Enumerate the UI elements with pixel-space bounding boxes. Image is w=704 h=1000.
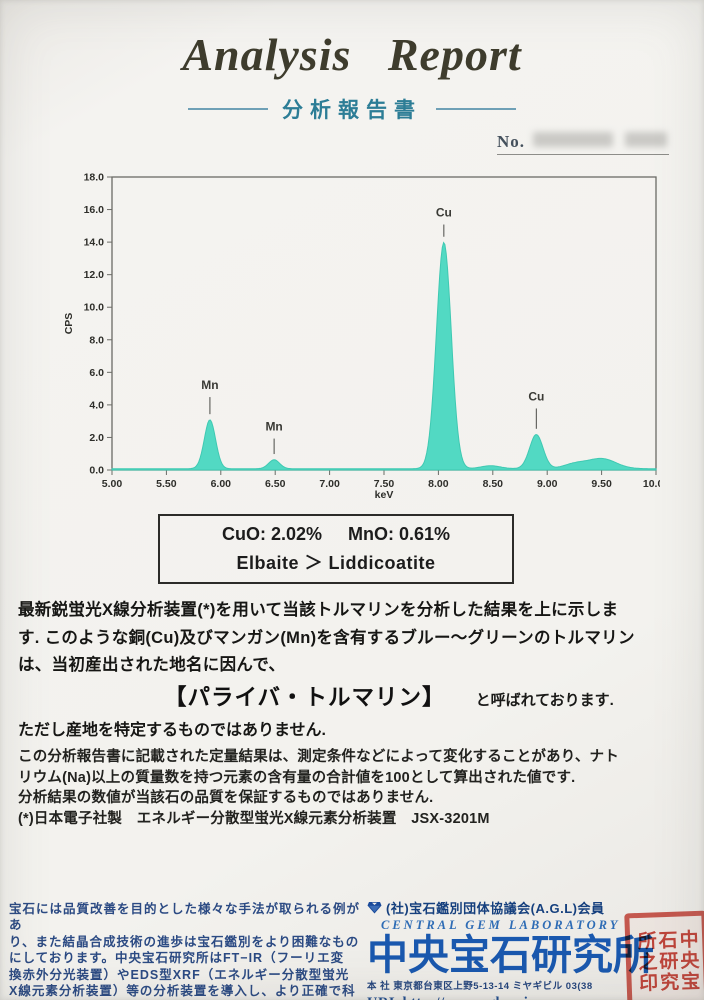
svg-text:10.00: 10.00 bbox=[643, 478, 660, 490]
svg-text:4.0: 4.0 bbox=[89, 399, 104, 411]
measurement-disclaimer: この分析報告書に記載された定量結果は、測定条件などによって変化することがあり、ナ… bbox=[18, 747, 694, 829]
svg-text:6.00: 6.00 bbox=[211, 478, 232, 490]
description-line: は、当初産出された地名に因んで、 bbox=[18, 656, 286, 674]
paraiba-name-suffix: と呼ばれております. bbox=[475, 692, 614, 709]
report-number-label: No. bbox=[497, 132, 526, 151]
paraiba-tourmaline-name: 【パライバ・トルマリン】 bbox=[164, 685, 446, 710]
species-value: Elbaite ＞ Liddicoatite bbox=[236, 552, 436, 573]
svg-text:Cu: Cu bbox=[528, 389, 544, 403]
svg-text:CPS: CPS bbox=[63, 313, 75, 335]
description-line: す. このような銅(Cu)及びマンガン(Mn)を含有するブルー〜グリーンのトルマ… bbox=[18, 628, 635, 647]
origin-disclaimer: ただし産地を特定するものではありません. bbox=[18, 722, 326, 739]
page-title: Analysis Report bbox=[182, 29, 522, 80]
statement-line: にしております。中央宝石研究所はFT−IR（フーリエ変 bbox=[9, 951, 345, 966]
laboratory-name-logo: 中央宝石研究所 bbox=[367, 932, 654, 978]
mno-value: MnO: 0.61% bbox=[348, 523, 451, 544]
company-seal-stamp: 中央宝石研究所之印 bbox=[624, 910, 704, 1000]
laboratory-english-name: CENTRAL GEM LABORATORY bbox=[381, 918, 621, 932]
statement-line: X線元素分析装置）等の分析装置を導入し、より正確で科学 bbox=[9, 984, 356, 999]
footer-company-statement: 宝石には品質改善を目的とした様々な手法が取られる例があ り、また結晶合成技術の進… bbox=[9, 901, 361, 1000]
svg-text:9.50: 9.50 bbox=[591, 478, 612, 490]
page-subtitle: 分析報告書 bbox=[282, 99, 422, 122]
svg-text:6.0: 6.0 bbox=[89, 367, 104, 379]
svg-text:Cu: Cu bbox=[436, 205, 452, 219]
analysis-description: 最新鋭蛍光X線分析装置(*)を用いて当該トルマリンを分析した結果を上に示しま す… bbox=[18, 597, 694, 680]
disclaimer-line: リウム(Na)以上の質量数を持つ元素の含有量の合計値を100として算出された値で… bbox=[18, 769, 576, 786]
svg-text:18.0: 18.0 bbox=[84, 172, 105, 184]
subtitle-rule-left bbox=[188, 108, 268, 110]
svg-text:keV: keV bbox=[375, 489, 394, 501]
membership-label: (社)宝石鑑別団体協議会(A.G.L)会員 bbox=[386, 901, 605, 916]
subtitle-rule-right bbox=[436, 108, 516, 110]
svg-text:10.0: 10.0 bbox=[84, 302, 105, 314]
report-number-row: No. bbox=[497, 128, 669, 155]
svg-text:9.00: 9.00 bbox=[537, 478, 558, 490]
redacted-number-blur bbox=[533, 132, 613, 147]
paraiba-name-row: 【パライバ・トルマリン】 と呼ばれております. bbox=[18, 680, 694, 712]
svg-text:5.50: 5.50 bbox=[156, 478, 177, 490]
membership-row: (社)宝石鑑別団体協議会(A.G.L)会員 bbox=[367, 898, 704, 917]
disclaimer-line: 分析結果の数値が当該石の品質を保証するものではありません. bbox=[18, 790, 434, 806]
svg-text:2.0: 2.0 bbox=[89, 432, 104, 444]
svg-text:8.00: 8.00 bbox=[428, 478, 449, 490]
gem-diamond-icon bbox=[367, 902, 382, 914]
oxide-values-row: CuO: 2.02% MnO: 0.61% bbox=[222, 524, 450, 545]
instrument-note-line: (*)日本電子社製 エネルギー分散型蛍光X線元素分析装置 JSX-3201M bbox=[18, 810, 490, 827]
svg-text:16.0: 16.0 bbox=[84, 204, 105, 216]
spectrum-plot: 0.0 2.0 4.0 6.0 8.0 10.0 12.0 14.0 16.0 18.0 5.00 5… bbox=[63, 172, 660, 502]
svg-text:7.50: 7.50 bbox=[374, 478, 395, 490]
subtitle-row: 分析報告書 bbox=[0, 94, 704, 124]
statement-line: り、また結晶合成技術の進歩は宝石鑑別をより困難なもの bbox=[9, 934, 360, 949]
svg-text:7.00: 7.00 bbox=[319, 478, 340, 490]
laboratory-address: 本 社 東京都台東区上野5-13-14 ミヤギビル 03(38 bbox=[367, 981, 593, 992]
seal-characters: 中央宝石研究所之印 bbox=[634, 928, 700, 995]
svg-text:8.0: 8.0 bbox=[89, 334, 104, 346]
svg-text:0.0: 0.0 bbox=[89, 465, 104, 477]
statement-line: 宝石には品質改善を目的とした様々な手法が取られる例があ bbox=[9, 902, 361, 933]
svg-text:12.0: 12.0 bbox=[84, 269, 105, 281]
svg-text:14.0: 14.0 bbox=[84, 237, 105, 249]
footer-company-block: (社)宝石鑑別団体協議会(A.G.L)会員 CENTRAL GEM LABORA… bbox=[367, 898, 704, 1000]
description-line: 最新鋭蛍光X線分析装置(*)を用いて当該トルマリンを分析した結果を上に示しま bbox=[18, 601, 619, 619]
laboratory-url: URL http://www.cgl.co.jp bbox=[367, 995, 704, 1000]
redacted-number-blur bbox=[625, 132, 667, 147]
result-box: CuO: 2.02% MnO: 0.61% Elbaite ＞ Liddicoa… bbox=[158, 514, 514, 584]
svg-text:Mn: Mn bbox=[201, 378, 218, 392]
svg-text:5.00: 5.00 bbox=[102, 478, 123, 490]
svg-text:8.50: 8.50 bbox=[483, 478, 504, 490]
statement-line: 換赤外分光装置）やEDS型XRF（エネルギー分散型蛍光 bbox=[9, 967, 350, 982]
cuo-value: CuO: 2.02% bbox=[221, 523, 322, 544]
xrf-spectrum-chart: 0.0 2.0 4.0 6.0 8.0 10.0 12.0 14.0 16.0 18.0 5.00 5… bbox=[60, 163, 660, 503]
disclaimer-line: この分析報告書に記載された定量結果は、測定条件などによって変化することがあり、ナ… bbox=[18, 749, 619, 765]
svg-text:Mn: Mn bbox=[265, 419, 282, 433]
svg-text:6.50: 6.50 bbox=[265, 478, 286, 490]
